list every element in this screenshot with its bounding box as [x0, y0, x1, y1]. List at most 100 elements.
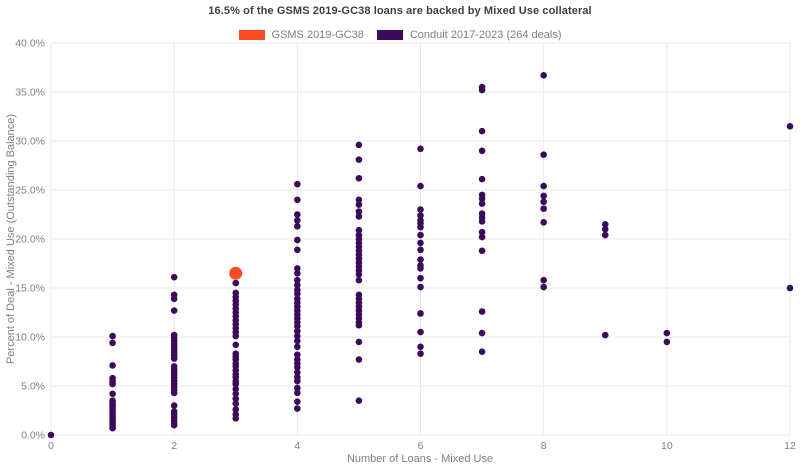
data-point[interactable]: [355, 356, 363, 363]
data-point[interactable]: [601, 221, 609, 228]
data-point[interactable]: [232, 385, 240, 393]
data-point[interactable]: [294, 211, 301, 218]
data-point[interactable]: [540, 283, 547, 291]
data-point[interactable]: [109, 390, 116, 398]
data-point[interactable]: [294, 343, 301, 351]
data-point[interactable]: [478, 308, 486, 315]
data-point[interactable]: [232, 415, 240, 422]
data-point[interactable]: [786, 123, 794, 130]
data-point[interactable]: [355, 208, 363, 215]
data-point[interactable]: [355, 338, 363, 346]
data-point[interactable]: [170, 389, 178, 397]
data-point[interactable]: [355, 276, 363, 284]
data-point[interactable]: [478, 218, 486, 225]
data-point[interactable]: [478, 147, 486, 155]
data-point[interactable]: [478, 329, 486, 337]
data-point[interactable]: [232, 395, 240, 403]
data-point[interactable]: [294, 398, 301, 405]
data-point[interactable]: [478, 86, 486, 94]
data-point[interactable]: [294, 389, 301, 397]
data-point[interactable]: [232, 406, 240, 413]
data-point[interactable]: [417, 256, 424, 263]
data-point[interactable]: [417, 145, 424, 153]
data-point[interactable]: [417, 283, 424, 291]
data-point[interactable]: [601, 231, 609, 239]
data-point[interactable]: [109, 424, 116, 432]
data-point[interactable]: [478, 127, 486, 135]
data-point[interactable]: [355, 321, 363, 329]
data-point[interactable]: [232, 332, 240, 340]
data-point[interactable]: [417, 274, 424, 282]
data-point[interactable]: [109, 362, 116, 369]
data-point[interactable]: [294, 351, 301, 358]
data-point[interactable]: [478, 175, 486, 183]
data-point[interactable]: [417, 246, 424, 254]
data-point[interactable]: [540, 198, 547, 206]
data-point[interactable]: [109, 380, 116, 388]
data-point[interactable]: [294, 180, 301, 188]
data-point[interactable]: [294, 236, 301, 244]
data-point[interactable]: [417, 223, 424, 231]
data-point[interactable]: [170, 402, 178, 409]
data-point[interactable]: [232, 390, 240, 398]
data-point[interactable]: [355, 196, 363, 204]
data-point[interactable]: [601, 331, 609, 339]
data-point[interactable]: [294, 327, 301, 335]
data-point[interactable]: [232, 341, 240, 349]
data-point[interactable]: [355, 156, 363, 163]
data-point[interactable]: [417, 239, 424, 247]
data-point[interactable]: [294, 364, 301, 371]
data-point[interactable]: [170, 273, 178, 281]
data-point[interactable]: [417, 182, 424, 190]
data-point[interactable]: [417, 343, 424, 351]
data-point[interactable]: [294, 222, 301, 230]
data-point[interactable]: [540, 205, 547, 212]
data-point[interactable]: [294, 405, 301, 412]
data-point[interactable]: [294, 337, 301, 345]
data-point[interactable]: [355, 397, 363, 405]
data-point[interactable]: [417, 310, 424, 317]
data-point[interactable]: [478, 233, 486, 241]
data-point[interactable]: [355, 270, 363, 278]
data-point[interactable]: [109, 339, 116, 347]
data-point[interactable]: [294, 384, 301, 392]
data-point[interactable]: [294, 281, 301, 289]
data-point[interactable]: [294, 265, 301, 272]
data-point[interactable]: [294, 217, 301, 224]
data-point[interactable]: [355, 201, 363, 208]
data-point[interactable]: [47, 431, 55, 439]
data-point[interactable]: [601, 225, 609, 233]
data-point[interactable]: [663, 329, 671, 337]
data-point[interactable]: [417, 350, 424, 357]
data-point[interactable]: [540, 151, 547, 159]
data-point[interactable]: [540, 276, 547, 284]
data-point[interactable]: [786, 284, 794, 292]
legend-item-conduit[interactable]: Conduit 2017-2023 (264 deals): [376, 29, 562, 41]
data-point[interactable]: [417, 206, 424, 213]
data-point[interactable]: [294, 276, 301, 284]
data-point[interactable]: [355, 213, 363, 220]
data-point[interactable]: [355, 174, 363, 182]
data-point[interactable]: [294, 377, 301, 385]
data-point[interactable]: [478, 200, 486, 208]
data-point[interactable]: [294, 196, 301, 204]
data-point[interactable]: [294, 270, 301, 277]
data-point[interactable]: [170, 355, 178, 362]
data-point[interactable]: [478, 195, 486, 203]
data-point[interactable]: [540, 219, 547, 226]
data-point[interactable]: [294, 332, 301, 340]
data-point[interactable]: [355, 141, 363, 149]
data-point[interactable]: [294, 290, 301, 298]
data-point[interactable]: [540, 192, 547, 200]
legend-item-gsms[interactable]: GSMS 2019-GC38: [238, 29, 364, 41]
data-point[interactable]: [170, 421, 178, 429]
data-point[interactable]: [478, 348, 486, 356]
data-point[interactable]: [417, 328, 424, 336]
data-point[interactable]: [355, 226, 363, 234]
data-point[interactable]: [478, 228, 486, 236]
data-point[interactable]: [540, 182, 547, 190]
data-point[interactable]: [109, 332, 116, 340]
data-point[interactable]: [478, 247, 486, 255]
data-point[interactable]: [417, 231, 424, 239]
data-point[interactable]: [232, 400, 240, 407]
